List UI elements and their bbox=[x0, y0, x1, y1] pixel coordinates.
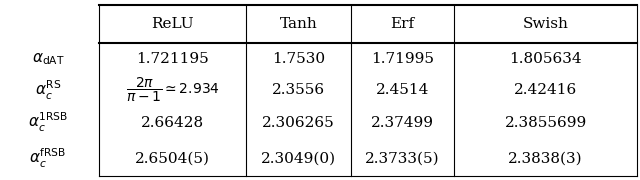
Text: 2.3855699: 2.3855699 bbox=[504, 116, 587, 130]
Text: 2.3733(5): 2.3733(5) bbox=[365, 151, 440, 165]
Text: 2.306265: 2.306265 bbox=[262, 116, 335, 130]
Text: $\alpha_{c}^{\mathrm{1RSB}}$: $\alpha_{c}^{\mathrm{1RSB}}$ bbox=[28, 111, 68, 134]
Text: $\alpha_{c}^{\mathrm{RS}}$: $\alpha_{c}^{\mathrm{RS}}$ bbox=[35, 78, 61, 102]
Text: Erf: Erf bbox=[390, 17, 415, 31]
Text: 2.3838(3): 2.3838(3) bbox=[508, 151, 583, 165]
Text: $\alpha_{c}^{\mathrm{fRSB}}$: $\alpha_{c}^{\mathrm{fRSB}}$ bbox=[29, 147, 67, 170]
Text: 2.42416: 2.42416 bbox=[514, 83, 577, 97]
Text: 2.66428: 2.66428 bbox=[141, 116, 204, 130]
Text: 1.7530: 1.7530 bbox=[272, 52, 325, 66]
Text: 2.37499: 2.37499 bbox=[371, 116, 434, 130]
Text: $\alpha_{\mathrm{dAT}}$: $\alpha_{\mathrm{dAT}}$ bbox=[32, 51, 64, 67]
Text: ReLU: ReLU bbox=[152, 17, 194, 31]
Text: 1.721195: 1.721195 bbox=[136, 52, 209, 66]
Text: 2.4514: 2.4514 bbox=[376, 83, 429, 97]
Text: 1.71995: 1.71995 bbox=[371, 52, 434, 66]
Text: $\dfrac{2\pi}{\pi-1} \simeq 2.934$: $\dfrac{2\pi}{\pi-1} \simeq 2.934$ bbox=[126, 76, 220, 104]
Text: 2.3556: 2.3556 bbox=[272, 83, 325, 97]
Text: Tanh: Tanh bbox=[280, 17, 317, 31]
Text: 2.3049(0): 2.3049(0) bbox=[261, 151, 336, 165]
Text: 1.805634: 1.805634 bbox=[509, 52, 582, 66]
Text: Swish: Swish bbox=[523, 17, 568, 31]
Text: 2.6504(5): 2.6504(5) bbox=[135, 151, 211, 165]
